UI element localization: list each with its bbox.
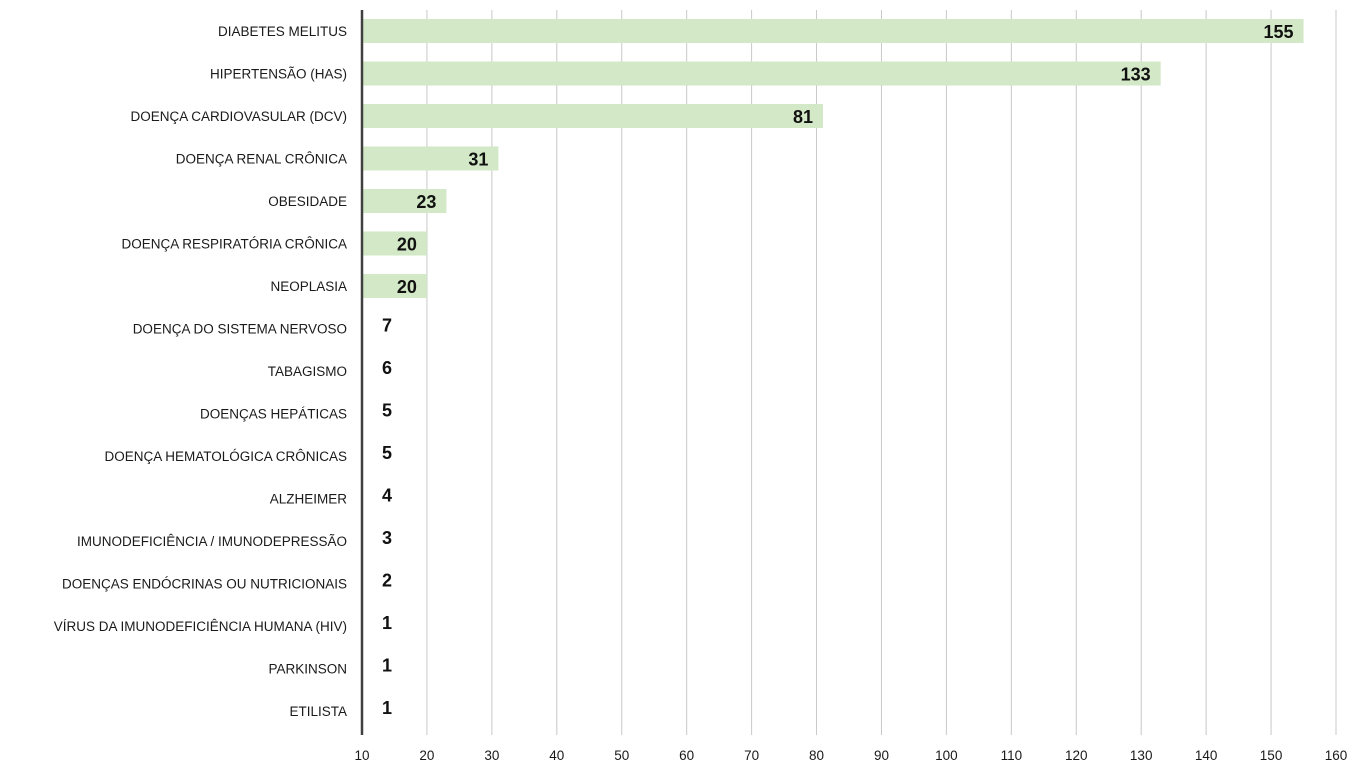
category-label: DOENÇA RENAL CRÔNICA [176,152,347,167]
category-label: DOENÇA RESPIRATÓRIA CRÔNICA [121,237,347,252]
category-label: DOENÇAS ENDÓCRINAS OU NUTRICIONAIS [62,577,347,592]
category-label: DOENÇA CARDIOVASULAR (DCV) [130,109,347,124]
value-label: 23 [416,192,436,212]
x-tick-label: 20 [419,748,434,763]
category-label: DOENÇAS HEPÁTICAS [200,407,347,422]
category-label: DIABETES MELITUS [218,24,347,39]
category-label: DOENÇA DO SISTEMA NERVOSO [133,322,347,337]
value-label: 4 [382,486,392,506]
bar [362,189,447,213]
value-label: 81 [793,107,813,127]
category-label: ETILISTA [289,704,347,719]
x-tick-label: 10 [354,748,369,763]
x-tick-label: 30 [484,748,499,763]
category-label: VÍRUS DA IMUNODEFICIÊNCIA HUMANA (HIV) [54,619,347,634]
category-label: DOENÇA HEMATOLÓGICA CRÔNICAS [104,449,347,464]
category-label: PARKINSON [268,662,347,677]
value-label: 155 [1263,22,1293,42]
value-label: 1 [382,656,392,676]
x-tick-label: 130 [1130,748,1153,763]
bar [362,274,427,298]
x-tick-label: 50 [614,748,629,763]
bar [362,61,1161,86]
category-label: HIPERTENSÃO (HAS) [210,67,347,82]
value-label: 2 [382,571,392,591]
value-label: 7 [382,316,392,336]
x-tick-label: 70 [744,748,759,763]
value-label: 6 [382,358,392,378]
grid-lines [426,10,1337,735]
bar [362,146,499,171]
x-axis-tick-labels: 10 20 30 40 50 60 70 80 90 100 110 120 130 140 150 160 [354,748,1347,763]
x-tick-label: 160 [1325,748,1348,763]
value-label: 5 [382,401,392,421]
x-tick-label: 80 [809,748,824,763]
x-tick-label: 140 [1195,748,1218,763]
bars [362,19,1304,298]
value-label: 1 [382,613,392,633]
value-label: 20 [397,277,417,297]
x-tick-label: 100 [935,748,958,763]
value-label: 20 [397,235,417,255]
value-label: 31 [468,150,488,170]
category-label: IMUNODEFICIÊNCIA / IMUNODEPRESSÃO [77,534,347,549]
category-label: NEOPLASIA [270,279,347,294]
bar [362,19,1304,43]
x-tick-label: 40 [549,748,564,763]
category-label: TABAGISMO [268,364,347,379]
x-tick-label: 60 [679,748,694,763]
x-tick-label: 150 [1260,748,1283,763]
category-labels: DIABETES MELITUS HIPERTENSÃO (HAS) DOENÇA … [54,24,348,719]
x-tick-label: 110 [1001,748,1023,763]
category-label: ALZHEIMER [270,492,348,507]
value-label: 3 [382,528,392,548]
value-label: 1 [382,698,392,718]
x-tick-label: 90 [874,748,889,763]
value-label: 5 [382,443,392,463]
bar [362,231,427,256]
category-label: OBESIDADE [268,194,347,209]
value-label: 133 [1121,65,1151,85]
x-tick-label: 120 [1065,748,1088,763]
bar [362,104,824,128]
